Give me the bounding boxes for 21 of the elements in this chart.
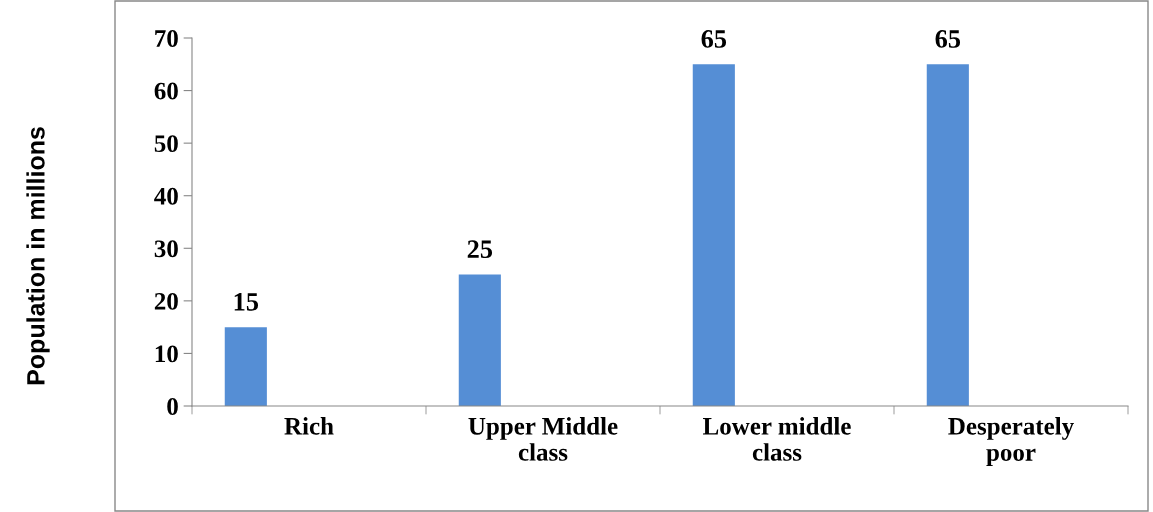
y-tick-label: 50 xyxy=(154,135,178,153)
x-tick-label: Upper Middle class xyxy=(468,417,618,461)
x-tick-label: Lower middle class xyxy=(703,417,851,461)
y-axis-title: Population in millions xyxy=(26,127,50,385)
bar xyxy=(692,64,735,406)
bar xyxy=(458,274,501,406)
y-tick-label: 30 xyxy=(154,240,178,258)
data-label: 15 xyxy=(234,292,259,311)
x-tick-label: Desperately poor xyxy=(948,417,1074,466)
y-tick-label: 40 xyxy=(154,187,178,205)
y-tick-label: 10 xyxy=(155,345,178,363)
bar xyxy=(926,64,969,406)
data-label: 65 xyxy=(935,30,961,48)
data-label: 25 xyxy=(467,240,493,259)
y-tick-label: 20 xyxy=(154,292,178,310)
y-tick-label: 0 xyxy=(167,398,178,415)
y-tick-label: 60 xyxy=(154,82,178,100)
y-tick-label: 70 xyxy=(155,30,178,47)
data-label: 65 xyxy=(701,30,727,48)
bar xyxy=(224,327,267,406)
x-tick-label: Rich xyxy=(284,417,334,435)
